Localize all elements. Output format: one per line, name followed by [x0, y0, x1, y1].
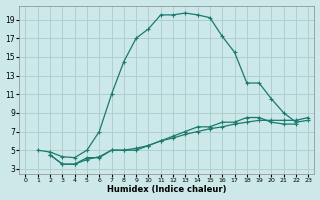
X-axis label: Humidex (Indice chaleur): Humidex (Indice chaleur)	[107, 185, 227, 194]
